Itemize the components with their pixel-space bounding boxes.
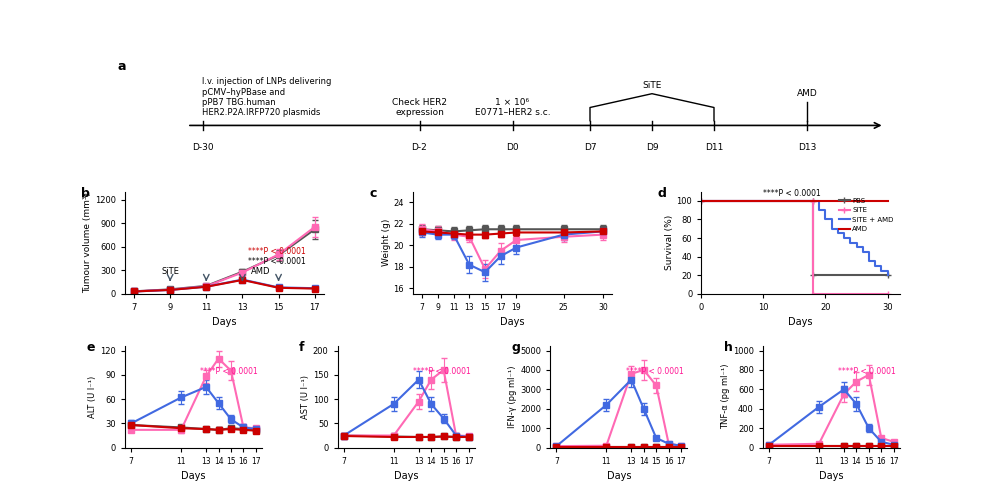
Y-axis label: TNF-α (pg ml⁻¹): TNF-α (pg ml⁻¹) bbox=[721, 364, 730, 430]
X-axis label: Days: Days bbox=[607, 471, 631, 481]
Y-axis label: Survival (%): Survival (%) bbox=[665, 215, 674, 270]
X-axis label: Days: Days bbox=[788, 317, 813, 327]
Y-axis label: Weight (g): Weight (g) bbox=[382, 219, 391, 267]
Text: d: d bbox=[658, 187, 666, 200]
Text: h: h bbox=[724, 341, 733, 354]
Y-axis label: AST (U l⁻¹): AST (U l⁻¹) bbox=[301, 375, 310, 418]
Legend: PBS, SiTE, SiTE + AMD, AMD: PBS, SiTE, SiTE + AMD, AMD bbox=[836, 195, 897, 235]
Text: D9: D9 bbox=[646, 143, 658, 152]
Text: 1 × 10⁶
E0771–HER2 s.c.: 1 × 10⁶ E0771–HER2 s.c. bbox=[475, 98, 550, 118]
Text: ****P < 0.0001: ****P < 0.0001 bbox=[248, 257, 306, 266]
Text: AMD: AMD bbox=[797, 89, 817, 98]
Text: ****P < 0.0001: ****P < 0.0001 bbox=[200, 367, 258, 376]
Text: ****P < 0.0001: ****P < 0.0001 bbox=[763, 189, 821, 198]
Text: D11: D11 bbox=[705, 143, 723, 152]
Text: e: e bbox=[87, 341, 95, 354]
Text: f: f bbox=[299, 341, 305, 354]
Text: g: g bbox=[512, 341, 521, 354]
X-axis label: Days: Days bbox=[212, 317, 237, 327]
Text: b: b bbox=[81, 187, 90, 200]
X-axis label: Days: Days bbox=[181, 471, 206, 481]
X-axis label: Days: Days bbox=[819, 471, 844, 481]
Text: a: a bbox=[117, 60, 126, 73]
X-axis label: Days: Days bbox=[394, 471, 418, 481]
Text: D0: D0 bbox=[506, 143, 519, 152]
Text: D-2: D-2 bbox=[412, 143, 427, 152]
Text: D13: D13 bbox=[798, 143, 816, 152]
Y-axis label: Tumour volume (mm³): Tumour volume (mm³) bbox=[83, 192, 92, 293]
Text: ****P < 0.0001: ****P < 0.0001 bbox=[838, 367, 896, 376]
Y-axis label: IFN-γ (pg ml⁻¹): IFN-γ (pg ml⁻¹) bbox=[508, 365, 517, 428]
Text: ****P < 0.0001: ****P < 0.0001 bbox=[248, 246, 306, 256]
Text: ****P < 0.0001: ****P < 0.0001 bbox=[626, 367, 683, 376]
Text: SiTE: SiTE bbox=[161, 267, 179, 276]
Y-axis label: ALT (U l⁻¹): ALT (U l⁻¹) bbox=[88, 376, 97, 418]
Text: c: c bbox=[369, 187, 377, 200]
Text: Check HER2
expression: Check HER2 expression bbox=[392, 98, 447, 118]
Text: ****P < 0.0001: ****P < 0.0001 bbox=[413, 367, 471, 376]
Text: l.v. injection of LNPs delivering
pCMV–hyPBase and
pPB7 TBG.human
HER2.P2A.IRFP7: l.v. injection of LNPs delivering pCMV–h… bbox=[202, 77, 332, 118]
Text: D7: D7 bbox=[584, 143, 596, 152]
X-axis label: Days: Days bbox=[500, 317, 525, 327]
Text: D-30: D-30 bbox=[192, 143, 213, 152]
Text: AMD: AMD bbox=[251, 267, 270, 276]
Text: SiTE: SiTE bbox=[642, 80, 662, 90]
